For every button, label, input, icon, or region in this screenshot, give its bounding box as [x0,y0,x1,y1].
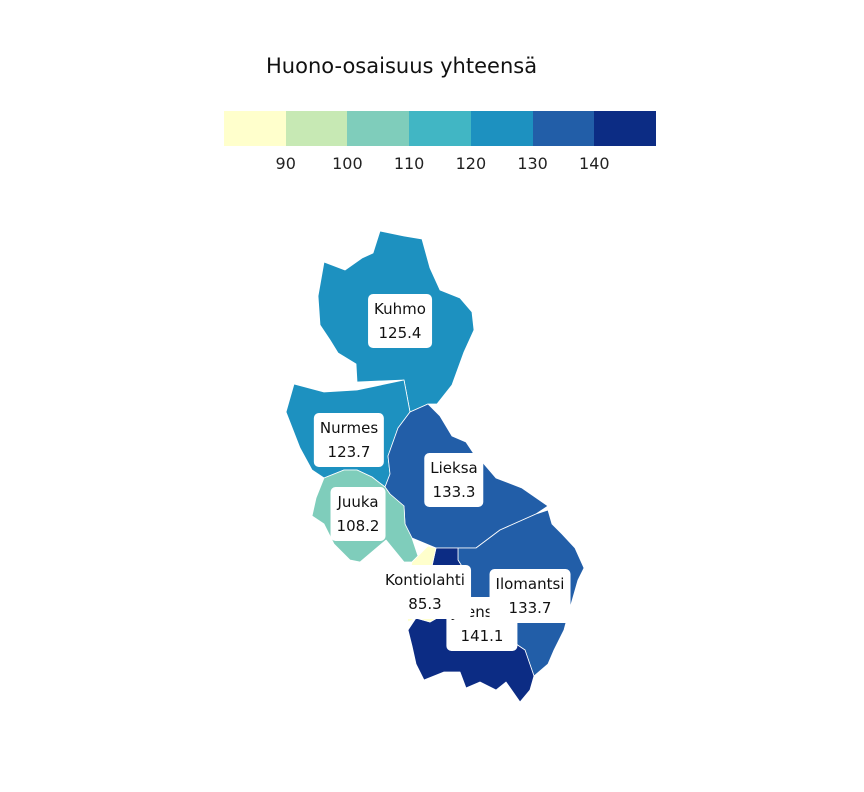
label-ilomantsi: Ilomantsi 133.7 [489,569,571,623]
legend-tick: 130 [517,154,548,173]
region-value: 125.4 [378,324,422,342]
label-lieksa: Lieksa 133.3 [424,453,484,507]
region-name: Kuhmo [374,300,426,318]
legend-swatch-3 [347,111,410,146]
region-value: 133.7 [508,599,552,617]
label-kontiolahti: Kontiolahti 85.3 [379,565,471,619]
legend-tick: 100 [332,154,363,173]
legend-tick-labels: 90 100 110 120 130 140 [224,154,656,176]
region-name: Ilomantsi [495,575,565,593]
region-name: Nurmes [319,419,379,437]
legend-swatch-2 [285,111,348,146]
region-value: 133.3 [432,483,476,501]
legend-tick: 90 [275,154,296,173]
label-juuka: Juuka 108.2 [330,487,386,541]
legend-color-scale [224,111,657,146]
legend-tick: 120 [455,154,487,173]
legend-swatch-6 [532,111,595,146]
legend-swatch-5 [470,111,533,146]
legend-title: Huono-osaisuus yhteensä [266,54,538,78]
region-value: 123.7 [327,443,371,461]
region-value: 141.1 [460,627,504,645]
label-joensuu: Joensuu 141.1 [446,597,518,651]
region-name: Lieksa [430,459,478,477]
legend-swatch-4 [409,111,471,146]
label-kuhmo: Kuhmo 125.4 [368,294,432,348]
region-name: Juuka [337,493,379,511]
legend-tick: 110 [393,154,425,173]
legend-swatch-7 [594,111,657,146]
legend-tick: 140 [579,154,610,173]
label-nurmes: Nurmes 123.7 [313,413,385,467]
region-value: 85.3 [408,595,442,613]
region-value: 108.2 [336,517,380,535]
region-name: Kontiolahti [385,571,465,589]
legend-swatch-1 [224,111,286,146]
